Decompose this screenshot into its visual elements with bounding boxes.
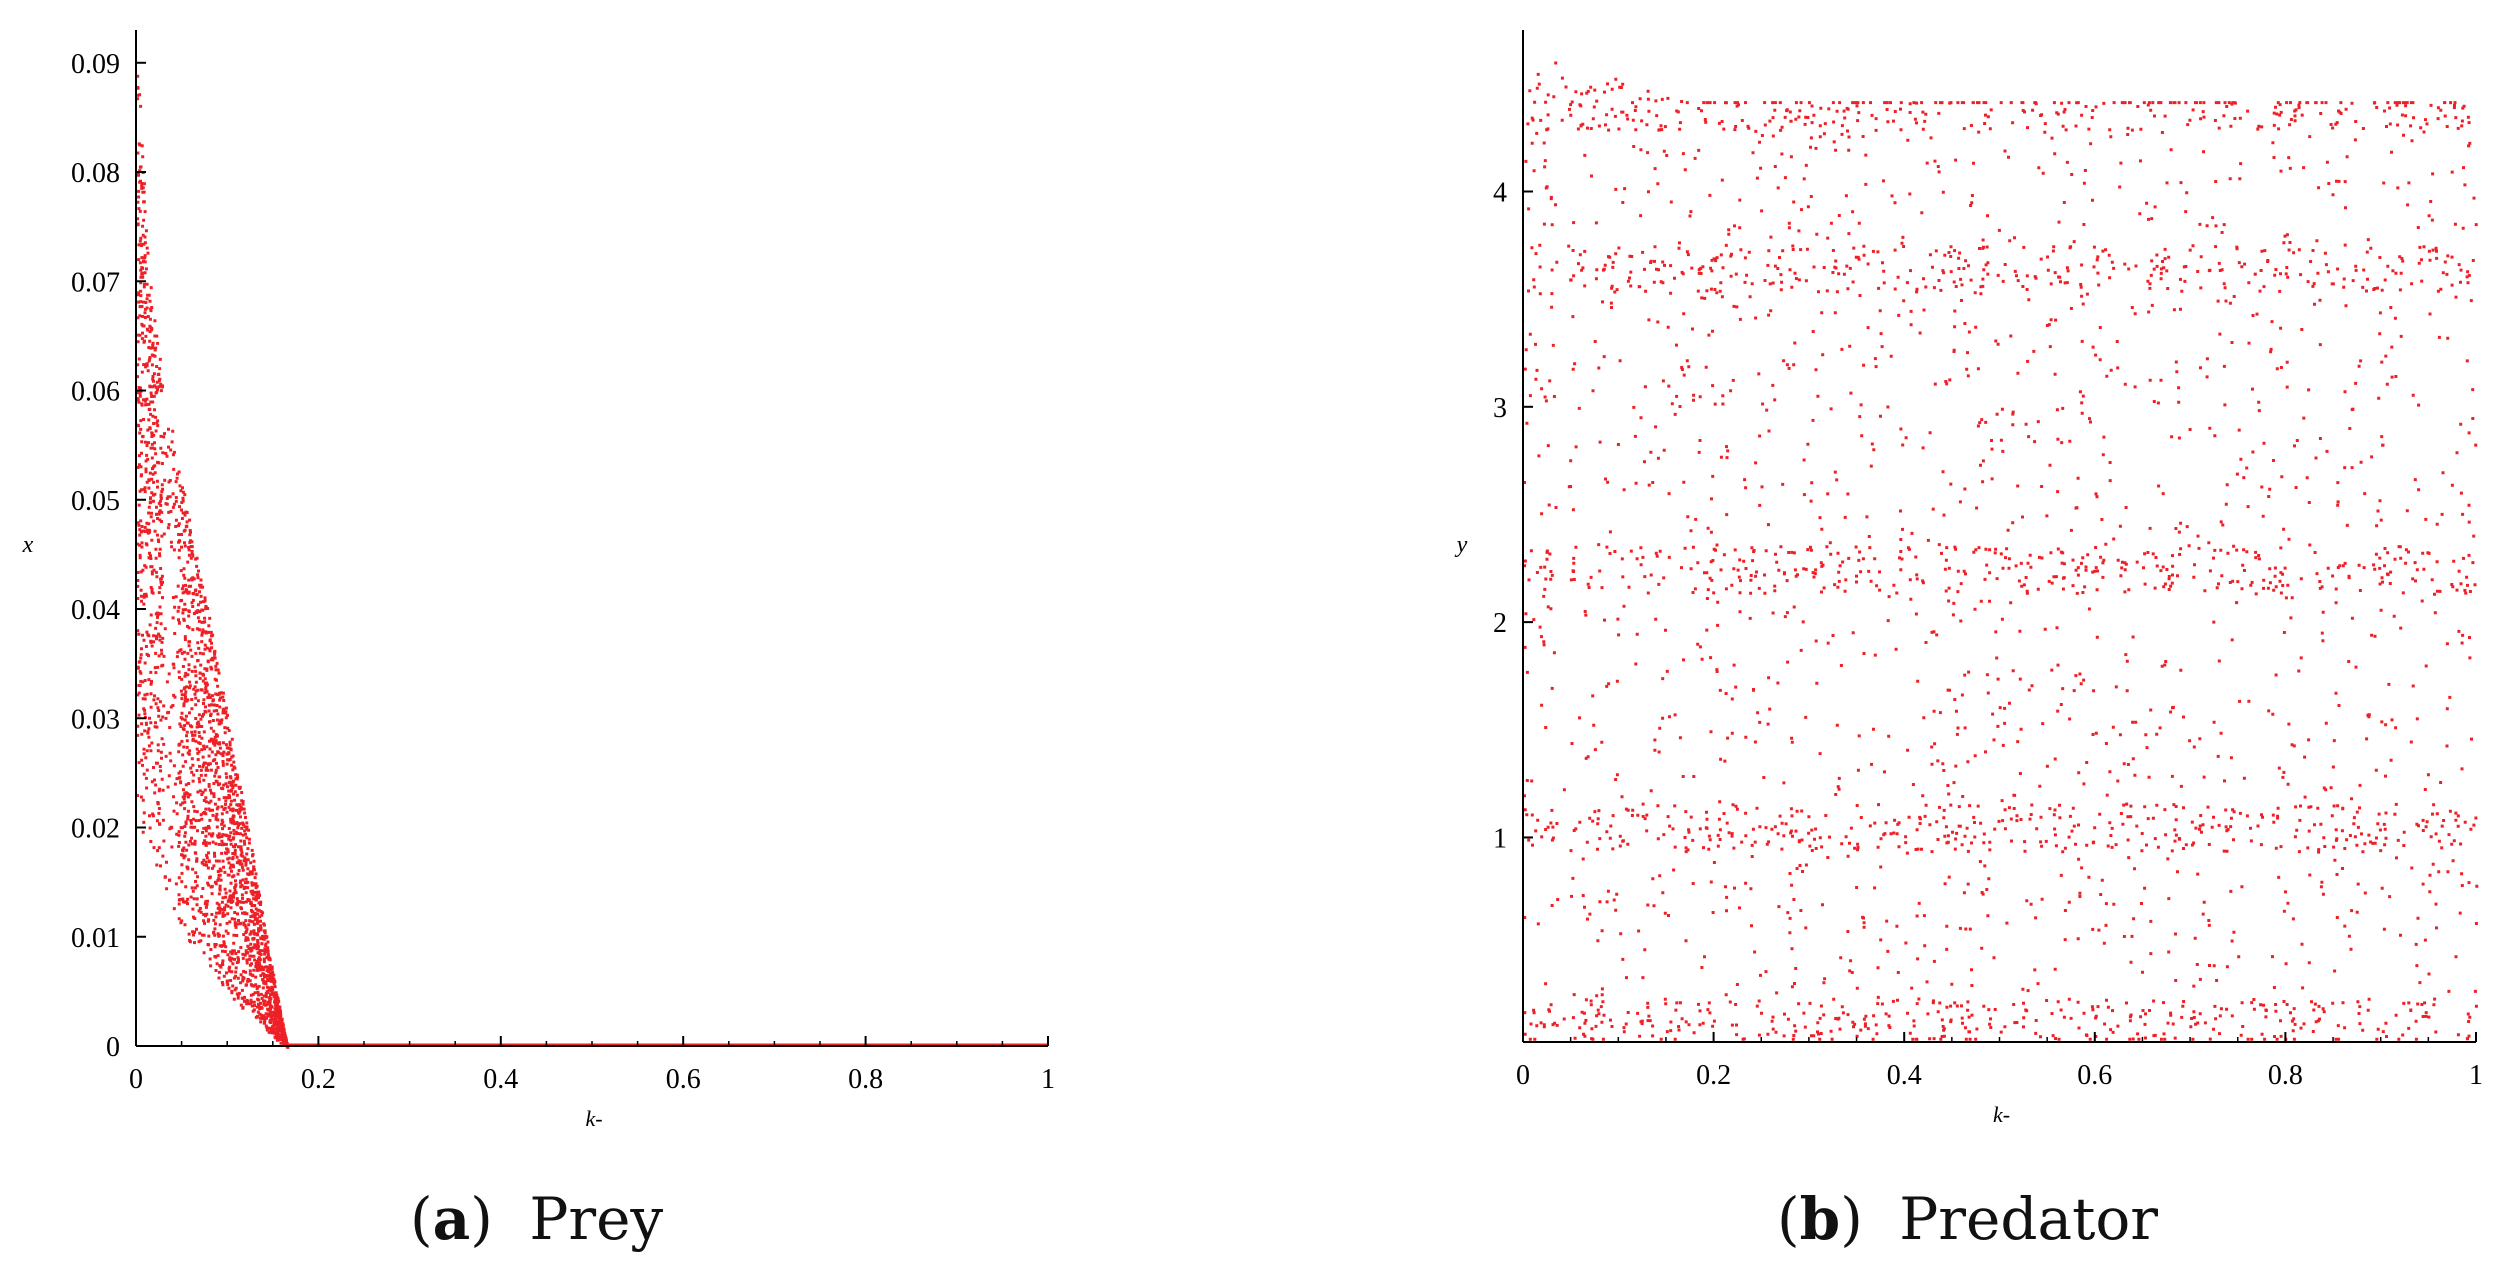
axes-prey: 0 0.2 0.4 0.6 0.8 1 0 0.01 0.02 0.03 0.04 0.05 0.06 0… (22, 30, 1055, 1131)
x-tick-label: 1 (1041, 1064, 1055, 1095)
caption-predator-close: ) (1840, 1185, 1863, 1253)
caption-predator: (b) Predator (1777, 1185, 2158, 1253)
y-tick-label: 0.08 (71, 158, 120, 189)
y-tick-label: 0.04 (71, 595, 120, 626)
caption-prey: (a) Prey (410, 1185, 663, 1253)
prey-points (136, 74, 290, 1049)
y-tick-label: 2 (1493, 608, 1507, 639)
x-tick-label: 0 (129, 1064, 143, 1095)
x-tick-label: 0.8 (848, 1064, 883, 1095)
x-axis-label: k- (1993, 1102, 2010, 1127)
scatter-points-prey (136, 74, 1048, 1049)
caption-prey-text: Prey (529, 1185, 664, 1253)
x-tick-label: 0.8 (2268, 1060, 2303, 1091)
y-tick-label: 0.06 (71, 377, 120, 408)
x-tick-label: 0 (1516, 1060, 1530, 1091)
y-tick-label: 0.09 (71, 49, 120, 80)
caption-prey-open: ( (410, 1185, 433, 1253)
x-tick-label: 0.2 (1696, 1060, 1731, 1091)
caption-prey-close: ) (470, 1185, 493, 1253)
x-tick-label: 0.4 (1887, 1060, 1922, 1091)
axes-predator: 0 0.2 0.4 0.6 0.8 1 1 2 3 4 k-y (1455, 30, 2483, 1127)
y-tick-label: 4 (1493, 177, 1507, 208)
y-tick-label: 0.02 (71, 814, 120, 845)
predator-points (1523, 61, 2479, 1041)
y-tick-label: 0 (106, 1032, 120, 1063)
y-tick-label: 0.03 (71, 704, 120, 735)
caption-prey-label: a (432, 1185, 471, 1253)
x-axis-label: k- (585, 1106, 602, 1131)
y-axis-label: x (22, 532, 34, 558)
y-tick-label: 3 (1493, 393, 1507, 424)
y-tick-label: 0.01 (71, 923, 120, 954)
y-axis-label: y (1455, 532, 1468, 558)
caption-predator-label: b (1799, 1185, 1841, 1253)
x-tick-label: 0.2 (301, 1064, 336, 1095)
chart-panel-predator: 0 0.2 0.4 0.6 0.8 1 1 2 3 4 k-y (1455, 30, 2483, 1127)
caption-predator-open: ( (1777, 1185, 1800, 1253)
chart-panel-prey: 0 0.2 0.4 0.6 0.8 1 0 0.01 0.02 0.03 0.04 0.05 0.06 0… (22, 30, 1055, 1131)
y-tick-label: 0.05 (71, 486, 120, 517)
scatter-points-predator (1523, 61, 2479, 1041)
x-tick-label: 0.4 (483, 1064, 518, 1095)
caption-predator-text: Predator (1899, 1185, 2159, 1253)
x-tick-label: 1 (2469, 1060, 2483, 1091)
y-tick-label: 1 (1493, 823, 1507, 854)
x-tick-label: 0.6 (666, 1064, 701, 1095)
y-tick-label: 0.07 (71, 267, 120, 298)
x-tick-label: 0.6 (2077, 1060, 2112, 1091)
